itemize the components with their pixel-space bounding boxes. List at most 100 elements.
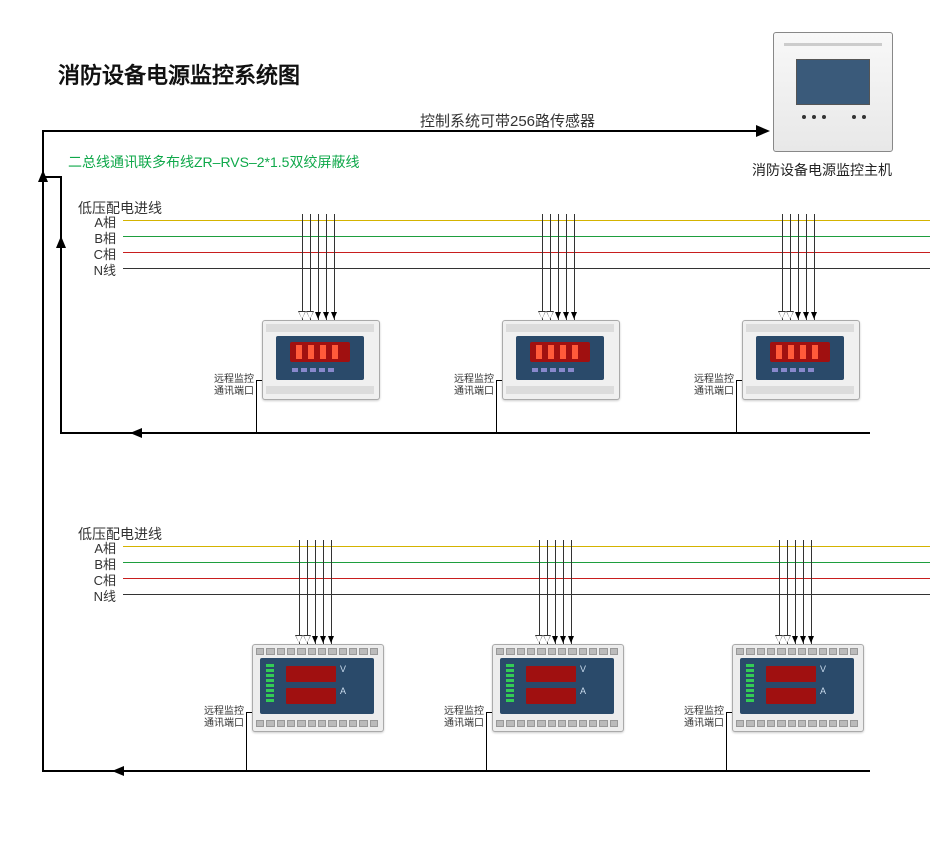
terminal-pin [819,720,827,727]
drop-wire [566,214,567,320]
drop-arrow-solid [315,312,321,319]
drop-wire [803,540,804,644]
seven-seg-digit [776,345,782,359]
comm-port-label: 远程监控通讯端口 [204,706,250,730]
drop-arrow-solid [552,636,558,643]
device-to-bus-drop [726,712,727,771]
drop-arrow-hollow [539,312,545,319]
terminal-pin [506,720,514,727]
module-button [568,368,574,372]
terminal-pin [819,648,827,655]
comm-port-label: 远程监控通讯端口 [214,374,260,398]
phase-line-N线 [123,268,930,269]
terminal-pin [610,648,618,655]
unit-a-label: A [340,686,346,696]
sensor-capacity-note: 控制系统可带256路传感器 [420,110,595,131]
drop-arrow-solid [563,312,569,319]
terminal-pin [256,648,264,655]
module-terminal-bottom [736,720,858,727]
terminal-pin [328,648,336,655]
drop-wire [814,214,815,320]
terminal-pin [757,648,765,655]
module-terminal-top [266,324,374,332]
drop-wire [299,540,300,644]
terminal-pin [548,720,556,727]
host-button [852,115,856,119]
terminal-pin [297,720,305,727]
terminal-pin [266,648,274,655]
terminal-pin [349,720,357,727]
module-button [532,368,538,372]
device-port-stub [726,712,732,713]
terminal-pin [798,648,806,655]
drop-wire [571,540,572,644]
module-buttons [772,368,814,372]
terminal-pin [496,648,504,655]
drop-arrow-hollow [544,636,550,643]
terminal-pin [277,720,285,727]
host-controller-label: 消防设备电源监控主机 [752,160,892,180]
drop-arrow-solid [323,312,329,319]
drop-wire [542,214,543,320]
section-bus-arrow-left [112,766,124,776]
module-button [808,368,814,372]
host-button [862,115,866,119]
bus-inner-top-line [42,176,62,178]
section-bus-line [42,770,870,772]
status-led [746,669,754,672]
terminal-pin [757,720,765,727]
terminal-pin [558,720,566,727]
module-button [550,368,556,372]
drop-arrow-solid [811,312,817,319]
bus-inner-arrow-up [56,236,66,248]
terminal-pin [359,720,367,727]
terminal-pin [777,648,785,655]
terminal-pin [318,720,326,727]
module-button [301,368,307,372]
drop-arrow-solid [795,312,801,319]
status-led [746,689,754,692]
drop-arrow-hollow [536,636,542,643]
status-led [506,664,514,667]
drop-arrow-solid [792,636,798,643]
drop-wire [318,214,319,320]
module-terminal-bottom [496,720,618,727]
terminal-pin [517,720,525,727]
terminal-pin [788,648,796,655]
drop-arrow-solid [571,312,577,319]
module-led-stack [746,664,754,702]
drop-wire [323,540,324,644]
terminal-pin [527,720,535,727]
drop-arrow-hollow [787,312,793,319]
arrow-to-host [756,125,770,137]
drop-wire [310,214,311,320]
unit-v-label: V [820,664,826,674]
terminal-pin [589,648,597,655]
module-terminal-top [496,648,618,655]
phase-line-C相 [123,578,930,579]
terminal-pin [746,720,754,727]
module-led-stack [266,664,274,702]
terminal-pin [599,648,607,655]
device-port-stub [736,380,742,381]
terminal-pin [736,648,744,655]
module-buttons [292,368,334,372]
module-terminal-top [256,648,378,655]
terminal-pin [599,720,607,727]
comm-port-label: 远程监控通讯端口 [684,706,730,730]
status-led [746,664,754,667]
module-terminal-bottom [506,386,614,394]
status-led [746,674,754,677]
drop-wire [302,214,303,320]
status-led [746,699,754,702]
terminal-pin [579,648,587,655]
terminal-pin [829,648,837,655]
device-port-stub [256,380,262,381]
module-buttons [532,368,574,372]
device-to-bus-drop [486,712,487,771]
terminal-pin [349,648,357,655]
comm-port-label: 远程监控通讯端口 [694,374,740,398]
status-led [506,679,514,682]
drop-wire [547,540,548,644]
status-led [746,679,754,682]
